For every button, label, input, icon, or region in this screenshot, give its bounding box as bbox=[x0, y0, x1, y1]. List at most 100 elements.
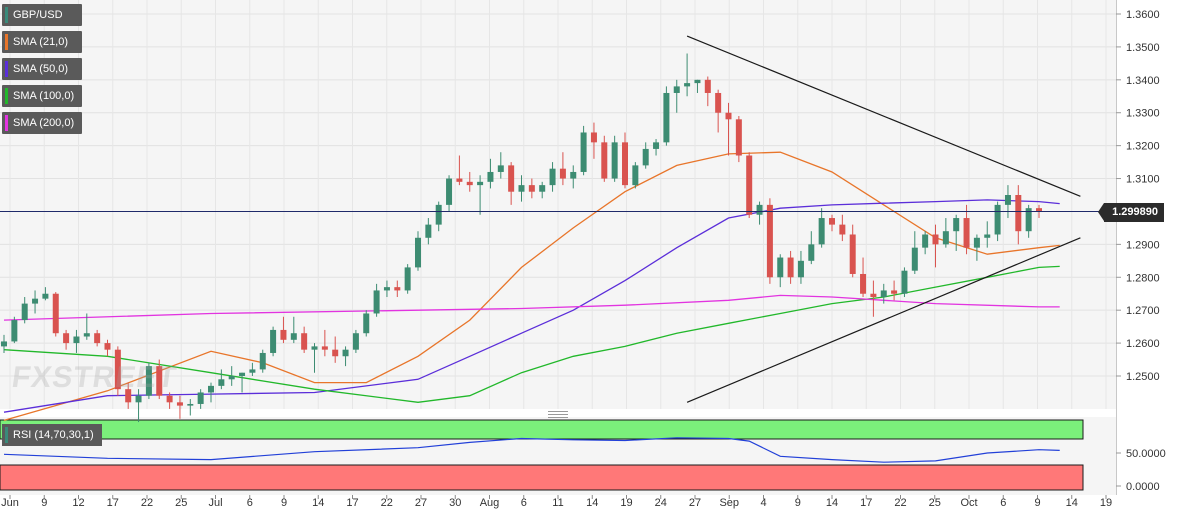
candle-down bbox=[787, 257, 794, 278]
candle-up bbox=[632, 165, 639, 186]
x-tick-label: 4 bbox=[760, 497, 766, 509]
candle-up bbox=[684, 83, 691, 87]
legend-swatch bbox=[5, 34, 8, 50]
candle-up bbox=[415, 237, 421, 268]
candle-up bbox=[425, 224, 432, 238]
candle-up bbox=[797, 260, 804, 278]
candle-up bbox=[373, 290, 380, 314]
candle-down bbox=[94, 333, 101, 344]
candle-down bbox=[704, 79, 711, 93]
legend-sma-200[interactable]: SMA (200,0) bbox=[2, 112, 83, 134]
pane-resize-handle[interactable] bbox=[548, 411, 568, 418]
legend-sma-100[interactable]: SMA (100,0) bbox=[2, 85, 83, 107]
x-tick-label: 9 bbox=[281, 497, 287, 509]
candle-up bbox=[228, 376, 235, 380]
candle-up bbox=[352, 333, 359, 350]
candle-up bbox=[477, 181, 484, 186]
rsi-y-tick-label: 50.0000 bbox=[1126, 448, 1166, 460]
legend-label: SMA (50,0) bbox=[13, 63, 69, 75]
candle-up bbox=[363, 313, 370, 334]
rsi-y-axis: 50.0000 0.0000 bbox=[1116, 448, 1166, 493]
series-layer bbox=[1, 35, 1081, 463]
x-tick-label: 6 bbox=[247, 497, 253, 509]
x-tick-label: 17 bbox=[107, 497, 119, 509]
legend-label: SMA (21,0) bbox=[13, 36, 69, 48]
candle-up bbox=[497, 165, 504, 172]
candle-up bbox=[311, 346, 318, 350]
x-axis: Jun 9 12 17 22 25 Jul 6 9 14 17 22 27 30 Aug 6 11 14 19 24 2… bbox=[1, 495, 1112, 509]
candle-down bbox=[829, 218, 835, 225]
line-sma-100-0 bbox=[3, 265, 1060, 403]
candle-up bbox=[922, 234, 929, 248]
candle-up bbox=[756, 204, 763, 215]
candle-up bbox=[549, 168, 556, 186]
candle-up bbox=[197, 392, 204, 404]
candle-down bbox=[715, 92, 722, 113]
legend-sma-50[interactable]: SMA (50,0) bbox=[2, 58, 83, 80]
legend-rsi[interactable]: RSI (14,70,30,1) bbox=[2, 424, 102, 446]
candle-up bbox=[32, 298, 39, 304]
candle-up bbox=[642, 148, 649, 166]
x-tick-label: 19 bbox=[620, 497, 632, 509]
x-tick-label: 6 bbox=[1000, 497, 1006, 509]
x-tick-label: 22 bbox=[381, 497, 393, 509]
candle-down bbox=[156, 366, 163, 396]
candle-down bbox=[746, 155, 753, 215]
x-tick-label: 14 bbox=[586, 497, 598, 509]
x-tick-label: 9 bbox=[795, 497, 801, 509]
candle-up bbox=[290, 333, 297, 340]
candle-down bbox=[52, 293, 59, 334]
candle-down bbox=[870, 293, 877, 298]
x-tick-label: 17 bbox=[860, 497, 872, 509]
candle-up bbox=[818, 218, 825, 245]
candle-up bbox=[653, 142, 660, 149]
x-tick-label: 17 bbox=[346, 497, 358, 509]
legend-swatch bbox=[5, 7, 8, 23]
candle-up bbox=[1, 341, 7, 347]
candle-up bbox=[11, 320, 18, 342]
legend-gbpusd[interactable]: GBP/USD bbox=[2, 4, 83, 26]
y-tick-label: 1.3300 bbox=[1126, 108, 1160, 120]
x-tick-label: 22 bbox=[894, 497, 906, 509]
legend-label: SMA (100,0) bbox=[13, 90, 75, 102]
candle-up bbox=[83, 333, 90, 337]
legend-swatch bbox=[5, 88, 8, 104]
x-tick-label: 9 bbox=[41, 497, 47, 509]
x-tick-label: Jul bbox=[208, 497, 222, 509]
oversold-zone bbox=[0, 464, 1084, 491]
candle-up bbox=[808, 244, 815, 261]
candle-down bbox=[1015, 195, 1022, 232]
y-tick-label: 1.2900 bbox=[1126, 239, 1160, 251]
x-tick-label: Aug bbox=[480, 497, 500, 509]
candle-down bbox=[321, 346, 328, 350]
legend-label: SMA (200,0) bbox=[13, 117, 75, 129]
x-tick-label: 19 bbox=[1100, 497, 1112, 509]
y-tick-label: 1.2700 bbox=[1126, 305, 1160, 317]
candle-up bbox=[218, 379, 225, 386]
legend-label: GBP/USD bbox=[13, 9, 63, 21]
y-tick-label: 1.3400 bbox=[1126, 75, 1160, 87]
candle-up bbox=[21, 303, 28, 321]
candle-up bbox=[694, 79, 701, 84]
candle-up bbox=[1004, 195, 1011, 205]
candle-up bbox=[187, 403, 194, 406]
x-tick-label: 30 bbox=[449, 497, 461, 509]
candle-up bbox=[383, 287, 390, 291]
last-price-badge: 1.299890 bbox=[1098, 203, 1164, 222]
candle-up bbox=[208, 385, 214, 393]
candle-up bbox=[145, 366, 152, 396]
candle-up bbox=[487, 171, 494, 182]
candle-up bbox=[777, 257, 784, 278]
candle-down bbox=[176, 402, 183, 406]
y-tick-label: 1.2600 bbox=[1126, 338, 1160, 350]
indicator-legend: GBP/USD SMA (21,0) SMA (50,0) SMA (100,0… bbox=[2, 4, 83, 134]
legend-sma-21[interactable]: SMA (21,0) bbox=[2, 31, 83, 53]
candle-up bbox=[518, 185, 525, 192]
candle-down bbox=[63, 333, 70, 344]
x-tick-label: 14 bbox=[312, 497, 324, 509]
x-tick-label: 6 bbox=[521, 497, 527, 509]
candle-up bbox=[259, 352, 266, 370]
candle-down bbox=[932, 234, 939, 245]
x-tick-label: 14 bbox=[1066, 497, 1078, 509]
